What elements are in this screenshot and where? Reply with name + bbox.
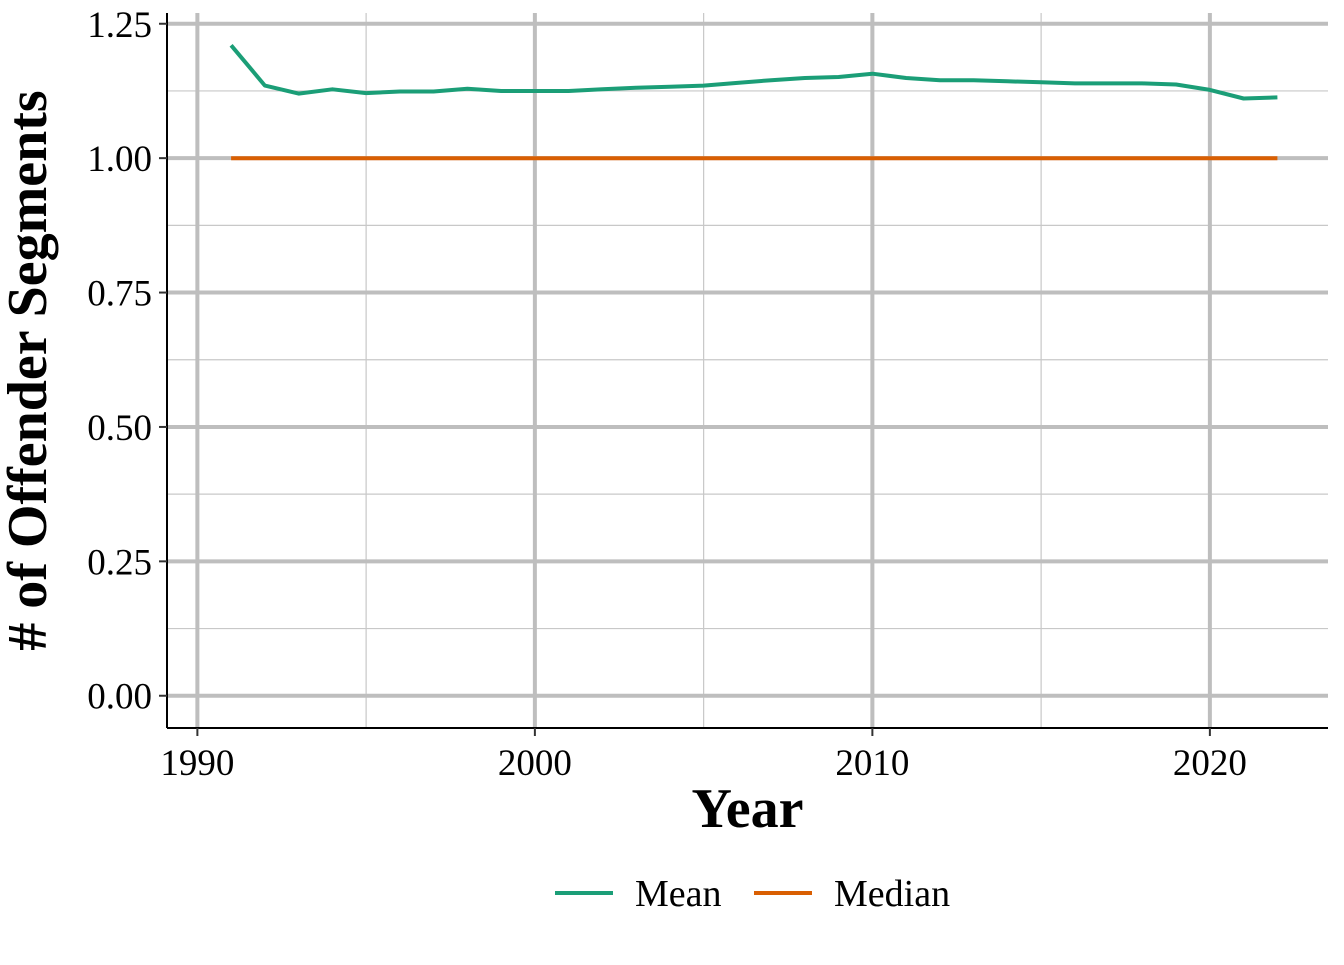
legend-label-mean: Mean: [635, 873, 722, 915]
x-tick-label: 2000: [498, 743, 572, 784]
grid: [167, 13, 1328, 728]
y-tick-label: 0.75: [87, 274, 152, 315]
x-axis-title: Year: [692, 778, 804, 840]
y-tick-label: 0.25: [87, 542, 152, 583]
x-tick-label: 2010: [835, 743, 909, 784]
series-line-mean: [229, 44, 1278, 101]
legend-label-median: Median: [834, 873, 950, 915]
y-axis-title: # of Offender Segments: [0, 90, 59, 650]
y-tick-label: 0.50: [87, 408, 152, 449]
axes: [166, 13, 1328, 729]
y-tick-label: 1.00: [87, 139, 152, 180]
y-tick-label: 0.00: [87, 677, 152, 718]
series-lines: [229, 44, 1278, 161]
x-tick-label: 1990: [160, 743, 234, 784]
tick-labels: 1990 2000 2010 2020 0.00 0.25 0.50 0.75 1.00 1.25: [87, 5, 1247, 784]
y-tick-label: 1.25: [87, 5, 152, 46]
x-tick-label: 2020: [1173, 743, 1247, 784]
legend: Mean Median: [555, 873, 950, 915]
